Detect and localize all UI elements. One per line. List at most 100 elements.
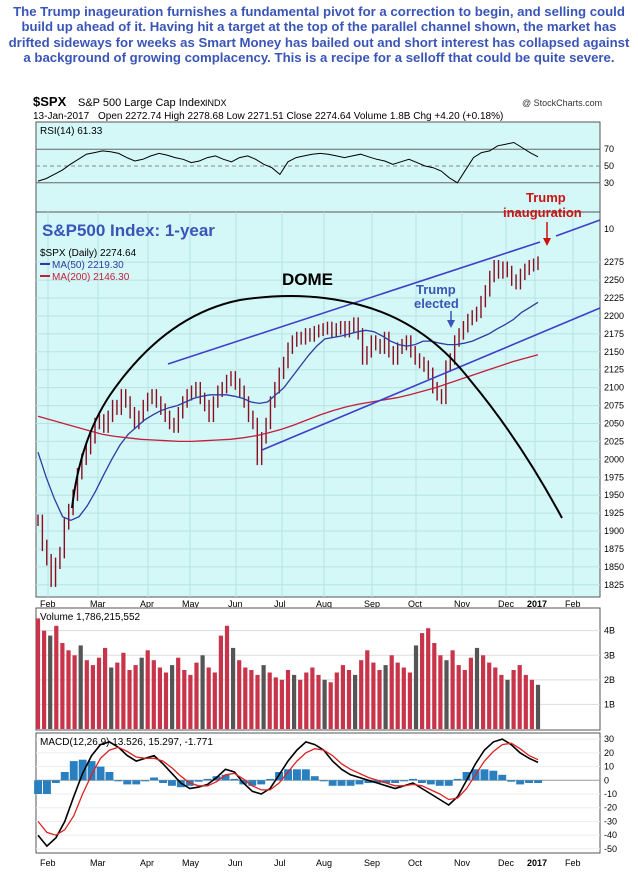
volume-label: Volume 1,786,215,552 — [40, 612, 141, 623]
volume-bar — [249, 670, 254, 729]
macd-tick: 10 — [604, 762, 614, 772]
price-tick: 1950 — [604, 490, 624, 500]
macd-histogram-bar — [284, 769, 292, 781]
chart-header: $SPX S&P 500 Large Cap Index INDX @ Stoc… — [30, 90, 605, 122]
volume-bar — [389, 655, 394, 730]
price-tick: 2025 — [604, 436, 624, 446]
caption-text: The Trump inageuration furnishes a funda… — [8, 4, 630, 65]
volume-tick: 4B — [604, 626, 615, 636]
macd-histogram-bar — [498, 774, 507, 781]
channel-lower-line — [261, 307, 601, 451]
macd-histogram-bar — [266, 778, 275, 781]
macd-histogram-bar — [480, 769, 489, 781]
volume-bar — [109, 667, 114, 729]
macd-histogram-bar — [328, 780, 337, 786]
volume-bar — [176, 657, 181, 729]
volume-bar — [66, 650, 71, 729]
price-tick: 1825 — [604, 580, 624, 590]
volume-bar — [42, 630, 47, 729]
macd-histogram-bar — [60, 772, 69, 781]
volume-bar — [96, 657, 102, 729]
volume-bar — [353, 674, 358, 729]
x-tick: 2017 — [527, 858, 547, 868]
macd-histogram-bar — [123, 780, 132, 785]
macd-histogram-bar — [516, 780, 525, 785]
macd-histogram-bar — [51, 780, 60, 783]
macd-line — [37, 738, 539, 848]
inauguration-trump-label: Trump — [526, 190, 566, 205]
macd-histogram-bar — [525, 780, 533, 783]
x-tick: Mar — [90, 858, 106, 868]
volume-bar — [346, 670, 352, 729]
macd-histogram-bar — [78, 759, 87, 781]
volume-bar — [505, 679, 510, 729]
price-tick: 2100 — [604, 383, 624, 393]
rsi-tick: 70 — [604, 144, 614, 154]
rsi-tick: 50 — [604, 161, 614, 171]
x-tick: Oct — [408, 599, 423, 609]
exchange-label: INDX — [205, 98, 227, 108]
volume-bar — [231, 647, 236, 729]
volume-bar — [163, 672, 169, 729]
macd-tick: 30 — [604, 734, 614, 744]
x-tick: 2017 — [527, 599, 547, 609]
volume-bar — [133, 665, 138, 729]
volume-bar — [517, 665, 522, 729]
x-tick: Oct — [408, 858, 423, 868]
macd-histogram-bar — [132, 780, 141, 785]
price-legend: $SPX (Daily) 2274.64 MA(50) 2219.30 MA(2… — [40, 248, 137, 283]
x-tick: Jul — [274, 858, 286, 868]
volume-bar — [371, 662, 376, 729]
volume-bar — [468, 657, 473, 729]
macd-histogram-bar — [159, 780, 167, 783]
volume-bar — [157, 667, 162, 729]
macd-histogram-bar — [409, 778, 417, 781]
price-tick: 1850 — [604, 562, 624, 572]
ma50-line — [37, 301, 539, 522]
volume-bar — [359, 660, 364, 729]
macd-histogram-bar — [141, 780, 150, 782]
macd-histogram-bar — [43, 780, 51, 794]
macd-tick: -20 — [604, 803, 617, 813]
volume-bar — [103, 647, 108, 729]
macd-histogram-bar — [310, 776, 319, 781]
volume-bar — [535, 684, 541, 730]
rsi-label: RSI(14) 61.33 — [40, 126, 103, 137]
volume-bar — [438, 655, 443, 730]
volume-bar — [523, 674, 528, 729]
volume-bar — [340, 665, 345, 729]
volume-tick: 2B — [604, 675, 615, 685]
macd-histogram-bar — [34, 780, 42, 794]
x-tick: Aug — [316, 599, 332, 609]
price-tick: 2125 — [604, 365, 624, 375]
x-tick: Aug — [316, 858, 332, 868]
macd-histogram-bar — [489, 770, 498, 781]
macd-histogram-bar — [337, 780, 346, 786]
volume-bar — [267, 672, 272, 729]
macd-histogram-bar — [257, 780, 266, 785]
x-tick: Feb — [40, 858, 56, 868]
macd-histogram-bar — [87, 761, 96, 781]
price-tick: 1975 — [604, 472, 624, 482]
macd-histogram-bar — [435, 780, 444, 786]
macd-histogram-bar — [301, 769, 310, 781]
rsi-tick: 30 — [604, 178, 614, 188]
macd-histogram-bar — [221, 774, 230, 781]
price-bars — [37, 256, 539, 587]
dome-curve — [71, 295, 563, 519]
macd-histogram-bar — [453, 778, 462, 781]
volume-bar — [90, 665, 95, 729]
volume-bar — [365, 650, 370, 729]
volume-bar — [224, 625, 230, 730]
volume-bar — [261, 665, 266, 729]
x-tick: May — [182, 599, 200, 609]
macd-histogram-bar — [96, 766, 105, 781]
volume-bar — [395, 662, 400, 729]
y-tick-10: 10 — [604, 224, 614, 234]
inauguration-label: inauguration — [503, 205, 582, 220]
volume-bar — [145, 650, 150, 729]
macd-histogram-bar — [382, 780, 391, 783]
macd-histogram-bar — [69, 761, 78, 781]
price-tick: 2250 — [604, 275, 624, 285]
